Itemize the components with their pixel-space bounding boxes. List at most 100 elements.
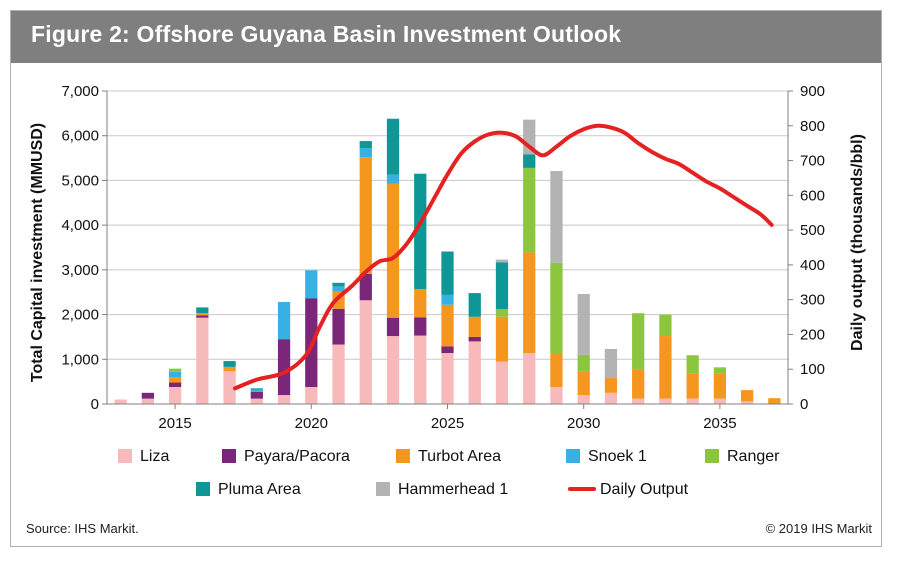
y2-tick-label: 300 <box>800 292 825 309</box>
bar-segment <box>196 307 209 314</box>
bar-segment <box>523 252 536 354</box>
bar-segment <box>468 316 481 337</box>
bar-segment <box>577 395 590 404</box>
y2-tick-label: 100 <box>800 361 825 378</box>
legend-label: Daily Output <box>600 481 689 498</box>
bar-segment <box>141 398 154 404</box>
x-tick-label: 2025 <box>431 415 464 432</box>
bar-segment <box>550 387 563 404</box>
bar-segment <box>277 395 291 404</box>
bar-segment <box>223 361 236 367</box>
bar-segment <box>223 371 236 404</box>
bar-segment <box>495 262 509 310</box>
title-bar: Figure 2: Offshore Guyana Basin Investme… <box>11 11 881 63</box>
legend-label: Liza <box>140 448 169 465</box>
bar-segment <box>686 355 699 374</box>
bar-segment <box>713 373 727 399</box>
x-tick-label: 2030 <box>567 415 600 432</box>
bar-segment <box>713 398 727 404</box>
bar-segment <box>223 366 236 372</box>
bar-segment <box>359 157 372 274</box>
bar-segment <box>441 251 454 295</box>
bar-segment <box>359 273 372 301</box>
legend-label: Turbot Area <box>418 448 501 465</box>
bar-segment <box>332 282 345 287</box>
x-tick-label: 2015 <box>158 415 191 432</box>
bar-segment <box>713 367 727 374</box>
bar-segment <box>196 317 209 404</box>
legend-swatch <box>566 449 580 463</box>
bar-segment <box>604 392 618 404</box>
bar-segment <box>495 361 509 404</box>
bar-segment <box>359 300 372 404</box>
bar-segment <box>632 398 645 404</box>
bar-segment <box>386 118 400 175</box>
y2-tick-label: 0 <box>800 396 808 413</box>
y2-tick-label: 400 <box>800 257 825 274</box>
y2-tick-label: 900 <box>800 83 825 100</box>
bar-segment <box>686 373 699 399</box>
bar-segment <box>250 389 263 392</box>
x-tick-label: 2020 <box>295 415 328 432</box>
bar-segment <box>659 336 672 399</box>
figure-frame: Figure 2: Offshore Guyana Basin Investme… <box>10 10 882 547</box>
bar-segment <box>577 354 590 372</box>
y2-tick-label: 700 <box>800 153 825 170</box>
bar-segment <box>414 335 427 404</box>
bar-segment <box>386 336 400 404</box>
legend-swatch <box>196 482 210 496</box>
bar-segment <box>168 368 182 372</box>
bar-segment <box>441 304 454 347</box>
daily-output-line <box>233 123 774 391</box>
legend-swatch <box>118 449 132 463</box>
bar-segment <box>305 270 318 299</box>
bar-segment <box>686 398 699 404</box>
y2-tick-label: 500 <box>800 222 825 239</box>
legend-label: Payara/Pacora <box>244 448 350 465</box>
copyright-note: © 2019 IHS Markit <box>765 521 872 536</box>
bar-segment <box>550 171 563 263</box>
bar-segment <box>468 293 481 317</box>
bar-segment <box>277 302 291 340</box>
bar-segment <box>359 141 372 149</box>
bar-segment <box>741 401 754 404</box>
bar-segment <box>386 183 400 318</box>
bar-segment <box>604 349 618 379</box>
bar-segment <box>604 378 618 393</box>
bar-segment <box>332 308 345 345</box>
bar-segment <box>741 390 754 402</box>
bar-segment <box>495 309 509 317</box>
bar-segment <box>250 388 263 390</box>
bar-segment <box>114 399 127 404</box>
bar-segment <box>305 387 318 404</box>
bar-segment <box>359 148 372 158</box>
bar-segment <box>141 392 154 399</box>
bar-segment <box>386 317 400 337</box>
bar-segment <box>196 313 209 316</box>
bar-segment <box>414 289 427 318</box>
bar-segment <box>168 371 182 378</box>
y2-tick-label: 600 <box>800 187 825 204</box>
bar-segment <box>414 173 427 290</box>
bar-segment <box>441 353 454 404</box>
legend-label: Pluma Area <box>218 481 301 498</box>
y2-tick-label: 800 <box>800 118 825 135</box>
bar-segment <box>196 315 209 318</box>
bar-segment <box>768 398 781 404</box>
figure-title: Figure 2: Offshore Guyana Basin Investme… <box>31 21 622 47</box>
bar-segment <box>168 377 182 383</box>
bar-segment <box>414 317 427 336</box>
bar-segment <box>332 286 345 292</box>
bar-segment <box>441 294 454 305</box>
bar-segment <box>577 371 590 396</box>
y2-tick-label: 200 <box>800 326 825 343</box>
bar-segment <box>523 353 536 404</box>
y-tick-label: 7,000 <box>61 83 99 100</box>
bar-segment <box>250 391 263 399</box>
bar-segment <box>659 398 672 404</box>
legend-swatch <box>376 482 390 496</box>
y-tick-label: 6,000 <box>61 128 99 145</box>
y-tick-label: 3,000 <box>61 262 99 279</box>
y-tick-label: 4,000 <box>61 217 99 234</box>
y-axis-title: Total Capital investment (MMUSD) <box>29 123 46 382</box>
